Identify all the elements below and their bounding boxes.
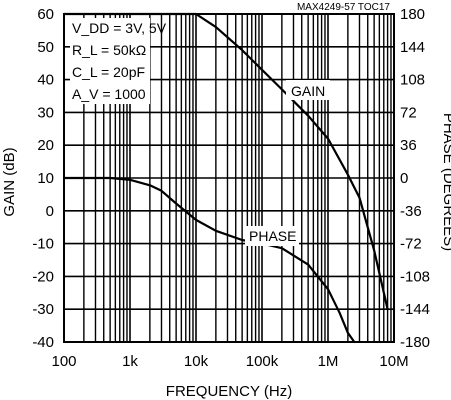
y-tick-label-right: -36 [400, 203, 422, 220]
y-tick-label-right: -72 [400, 236, 422, 253]
series-label-phase: PHASE [249, 228, 296, 244]
y-tick-label-right: 144 [400, 39, 425, 56]
condition-load-capacitance: C_L = 20pF [72, 64, 145, 80]
y-tick-label-left: -10 [32, 236, 54, 253]
y-tick-label-right: 72 [400, 104, 417, 121]
x-tick-label: 100k [246, 353, 279, 370]
y-tick-label-left: 30 [37, 104, 54, 121]
x-tick-label: 100 [51, 353, 76, 370]
chart-note: MAX4249-57 TOC17 [297, 2, 390, 13]
series-lines [62, 12, 389, 344]
phase-label-group: PHASE [245, 226, 299, 246]
series-line-gain [62, 12, 389, 311]
y-tick-label-left: 40 [37, 72, 54, 89]
x-tick-label: 1k [122, 353, 138, 370]
y-tick-label-right: 0 [400, 170, 408, 187]
y-tick-label-left: 20 [37, 137, 54, 154]
y-tick-label-left: 50 [37, 39, 54, 56]
condition-load-resistance: R_L = 50kΩ [72, 42, 146, 58]
left-tick-labels: 60 50 40 30 20 10 0 -10 -20 -30 -40 [32, 6, 54, 351]
right-tick-labels: 180 144 108 72 36 0 -36 -72 -108 -144 -180 [400, 6, 430, 351]
condition-gain: A_V = 1000 [72, 86, 146, 102]
y-tick-label-right: -180 [400, 334, 430, 351]
y-tick-label-right: -108 [400, 268, 430, 285]
x-axis-label: FREQUENCY (Hz) [166, 383, 292, 400]
x-tick-label: 10M [379, 353, 408, 370]
y-tick-label-right: -144 [400, 301, 430, 318]
x-tick-label: 1M [318, 353, 339, 370]
y-tick-label-right: 36 [400, 137, 417, 154]
gain-label-group: GAIN [286, 80, 330, 100]
y-tick-label-left: 0 [46, 203, 54, 220]
y-axis-label-left: GAIN (dB) [1, 147, 18, 216]
x-tick-labels: 100 1k 10k 100k 1M 10M [51, 353, 408, 370]
series-line-phase [62, 176, 356, 344]
series-label-gain: GAIN [291, 83, 325, 99]
y-tick-label-left: 10 [37, 170, 54, 187]
y-tick-label-left: 60 [37, 6, 54, 23]
y-tick-label-left: -40 [32, 334, 54, 351]
condition-supply: V_DD = 3V, 5V [72, 20, 167, 36]
conditions-box: V_DD = 3V, 5V R_L = 50kΩ C_L = 20pF A_V … [70, 18, 167, 104]
y-tick-label-left: -30 [32, 301, 54, 318]
y-tick-label-right: 180 [400, 6, 425, 23]
y-tick-label-right: 108 [400, 72, 425, 89]
y-tick-label-left: -20 [32, 268, 54, 285]
y-axis-label-right: PHASE (DEGREES) [440, 113, 451, 251]
x-tick-label: 10k [184, 353, 209, 370]
